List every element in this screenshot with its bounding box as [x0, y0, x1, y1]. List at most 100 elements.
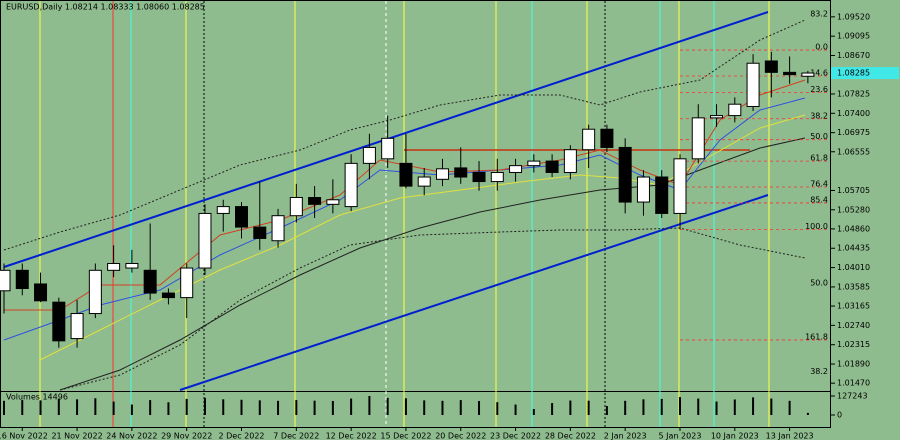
candle-body	[198, 212, 212, 269]
candle-body	[180, 267, 194, 299]
candle-body	[143, 269, 157, 294]
y-tick-label: 1.09095	[837, 32, 870, 41]
fib-label: 38.2	[810, 367, 828, 376]
candle-body	[34, 283, 48, 302]
x-tick-label: 20 Dec 2022	[435, 432, 486, 440]
y-tick-label: 1.01470	[837, 379, 870, 388]
fib-label: 61.8	[810, 154, 828, 163]
volume-tick-label: 127243	[837, 392, 868, 401]
channel-lower	[179, 194, 769, 391]
candle-body	[107, 262, 121, 271]
chart-title: EURUSD,Daily 1.08214 1.08333 1.08060 1.0…	[6, 3, 205, 12]
volume-label: Volumes 14496	[6, 393, 68, 402]
fib-label: 161.8	[805, 332, 828, 341]
x-tick-label: 28 Dec 2022	[545, 432, 596, 440]
candle-body	[691, 117, 705, 160]
last-price-label: 1.08285	[837, 69, 870, 78]
x-tick-label: 24 Nov 2022	[106, 432, 157, 440]
candle-body	[600, 128, 614, 148]
x-tick-label: 10 Jan 2023	[711, 432, 759, 440]
candle-body	[271, 215, 285, 242]
fib-label: 50.0	[810, 278, 828, 287]
y-tick-label: 1.03165	[837, 302, 870, 311]
y-tick-label: 1.02740	[837, 321, 870, 330]
fib-label: 50.0	[810, 132, 828, 141]
candle-body	[344, 162, 358, 208]
y-tick-label: 1.04435	[837, 244, 870, 253]
y-tick-label: 1.02315	[837, 340, 870, 349]
candle-body	[362, 146, 376, 164]
x-tick-label: 15 Dec 2022	[380, 432, 431, 440]
candle-body	[235, 206, 249, 228]
ma-yellow	[39, 114, 806, 361]
fib-label: 23.6	[810, 85, 828, 94]
y-tick-label: 1.06975	[837, 128, 870, 137]
y-tick-label: 1.03585	[837, 282, 870, 291]
ma-slow	[59, 137, 806, 391]
x-tick-label: 21 Nov 2022	[51, 432, 102, 440]
y-tick-label: 1.07400	[837, 109, 870, 118]
candle-body	[125, 262, 139, 269]
y-tick-label: 1.05705	[837, 186, 870, 195]
candle-body	[216, 206, 230, 214]
x-tick-label: 23 Dec 2022	[490, 432, 541, 440]
fib-label: 85.4	[810, 195, 828, 204]
candle-body	[399, 162, 413, 187]
candle-body	[618, 146, 632, 203]
candle-body	[509, 165, 523, 173]
candle-body	[417, 176, 431, 187]
candle-body	[728, 103, 742, 117]
x-tick-label: 5 Jan 2023	[659, 432, 702, 440]
candle-body	[0, 269, 11, 292]
fib-label: 100.0	[805, 222, 828, 231]
x-tick-label: 7 Dec 2022	[273, 432, 319, 440]
candle-body	[801, 72, 815, 77]
candle-body	[308, 197, 322, 205]
y-tick-label: 1.08670	[837, 51, 870, 60]
fib-label: 38.2	[810, 111, 828, 120]
candle-body	[326, 199, 340, 205]
candle-body	[636, 176, 650, 203]
last-price-marker	[831, 67, 899, 80]
y-tick-label: 1.05280	[837, 205, 870, 214]
x-tick-label: 13 Jan 2023	[766, 432, 814, 440]
y-tick-label: 1.06555	[837, 147, 870, 156]
candle-body	[673, 158, 687, 214]
candle-body	[783, 71, 797, 76]
candle-body	[381, 137, 395, 160]
y-tick-label: 1.01890	[837, 360, 870, 369]
candle-body	[764, 60, 778, 73]
candle-body	[746, 62, 760, 107]
candle-body	[472, 171, 486, 183]
fib-label: 0.0	[815, 43, 828, 52]
candle-body	[655, 176, 669, 214]
candle-body	[710, 115, 724, 119]
candle-body	[52, 301, 66, 342]
candle-body	[15, 269, 29, 290]
candle-body	[70, 313, 84, 340]
candle-body	[582, 128, 596, 151]
volume-frame	[0, 391, 831, 428]
candle-body	[435, 168, 449, 180]
x-tick-label: 2 Jan 2023	[604, 432, 647, 440]
candle-body	[253, 226, 267, 239]
candle-body	[490, 171, 504, 183]
x-tick-label: 2 Dec 2022	[219, 432, 265, 440]
candle-body	[161, 292, 175, 299]
candle-body	[454, 167, 468, 178]
candle-body	[545, 160, 559, 173]
candle-body	[289, 197, 303, 217]
candle-body	[527, 160, 541, 167]
x-tick-label: 16 Nov 2022	[0, 432, 48, 440]
candle-body	[88, 269, 102, 315]
fib-label: 83.2	[810, 9, 828, 18]
volume-tick-label: 0	[837, 411, 842, 420]
y-tick-label: 1.04010	[837, 263, 870, 272]
fib-label: 14.6	[810, 68, 828, 77]
y-tick-label: 1.04860	[837, 224, 870, 233]
y-tick-label: 1.07825	[837, 89, 870, 98]
y-tick-label: 1.09520	[837, 12, 870, 21]
band-upper	[3, 19, 806, 251]
